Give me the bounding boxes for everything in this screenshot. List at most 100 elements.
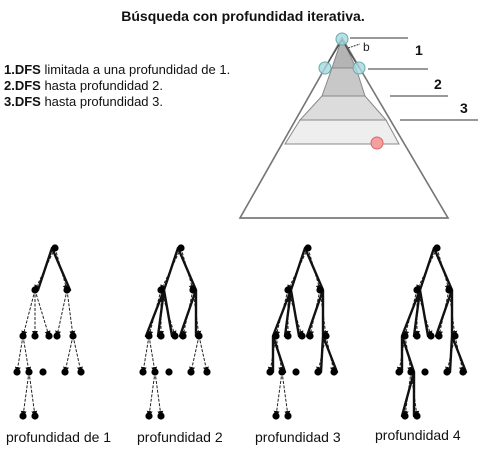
pyramid-band-1 — [331, 36, 357, 69]
tree-node — [39, 368, 47, 376]
tree-node — [395, 368, 403, 376]
traversal-path — [400, 246, 468, 418]
tree-node — [322, 332, 330, 340]
tree-node — [189, 286, 197, 294]
tree-edge — [34, 289, 51, 337]
tree-node — [61, 368, 69, 376]
step-3: 3.DFS hasta profundidad 3. — [4, 94, 163, 109]
tree-node — [45, 332, 53, 340]
steps-list: 1.DFS limitada a una profundidad de 1. 2… — [4, 62, 230, 110]
tree-node — [314, 368, 322, 376]
depth1-node-right — [352, 61, 366, 75]
tree-edge — [273, 371, 283, 417]
tree-node — [413, 412, 421, 420]
tree-node — [266, 368, 274, 376]
tree-node — [145, 332, 153, 340]
tree-node — [284, 286, 292, 294]
tree-node — [157, 412, 165, 420]
tree-edge — [402, 371, 412, 417]
tree-node — [31, 332, 39, 340]
tree-node — [31, 286, 39, 294]
page-title: Búsqueda con profundidad iterativa. — [121, 8, 365, 24]
caption-depth-4: profundidad 4 — [375, 427, 461, 443]
tree-node — [413, 332, 421, 340]
tree-node — [401, 412, 409, 420]
traversal-path — [271, 246, 339, 374]
level-label-3: 3 — [460, 100, 468, 116]
tree-node — [157, 286, 165, 294]
tree-node — [187, 368, 195, 376]
tree-node — [413, 286, 421, 294]
tree-node — [284, 332, 292, 340]
tree-node — [459, 368, 467, 376]
tree-node — [433, 244, 441, 252]
tree-edge — [22, 335, 32, 373]
tree-node — [298, 332, 306, 340]
tree-edge — [281, 371, 291, 417]
tree-edge — [307, 247, 322, 291]
tree-edge — [148, 335, 158, 373]
tree-node — [19, 332, 27, 340]
dfs-tree-2 — [139, 244, 211, 420]
tree-edge — [198, 335, 209, 373]
branching-label: b — [363, 40, 370, 54]
tree-edge — [72, 335, 83, 373]
dfs-tree-1 — [13, 244, 85, 420]
tree-node — [278, 368, 286, 376]
tree-node — [421, 368, 429, 376]
tree-edge — [154, 371, 164, 417]
caption-depth-3: profundidad 3 — [255, 429, 341, 445]
dfs-tree-4 — [395, 244, 468, 420]
tree-node — [25, 368, 33, 376]
caption-depth-2: profundidad 2 — [137, 429, 223, 445]
tree-node — [139, 368, 147, 376]
tree-edge — [66, 289, 76, 337]
tree-node — [69, 332, 77, 340]
tree-node — [165, 368, 173, 376]
tree-edge — [189, 335, 200, 373]
step-1: 1.DFS limitada a una profundidad de 1. — [4, 62, 231, 77]
tree-node — [31, 412, 39, 420]
tree-node — [19, 412, 27, 420]
tree-edge — [14, 335, 24, 373]
tree-node — [53, 332, 61, 340]
tree-node — [179, 332, 187, 340]
tree-edge — [146, 371, 156, 417]
root-node-circle — [335, 32, 349, 46]
tree-edge — [55, 289, 68, 337]
tree-node — [401, 332, 409, 340]
tree-node — [157, 332, 165, 340]
tree-edge — [20, 371, 30, 417]
tree-node — [292, 368, 300, 376]
tree-node — [77, 368, 85, 376]
level-label-2: 2 — [434, 76, 442, 92]
tree-edge — [21, 289, 36, 337]
tree-node — [177, 244, 185, 252]
tree-node — [284, 412, 292, 420]
caption-depth-1: profundidad de 1 — [6, 429, 112, 445]
tree-node — [445, 286, 453, 294]
tree-edge — [63, 335, 74, 373]
tree-node — [451, 332, 459, 340]
goal-node — [370, 136, 384, 150]
tree-node — [427, 332, 435, 340]
tree-node — [195, 332, 203, 340]
level-label-1: 1 — [415, 42, 423, 58]
tree-node — [304, 244, 312, 252]
tree-edge — [180, 247, 195, 291]
dfs-tree-3 — [266, 244, 339, 420]
depth1-node-left — [318, 61, 332, 75]
tree-edge — [54, 247, 69, 291]
tree-node — [145, 412, 153, 420]
tree-node — [316, 286, 324, 294]
tree-node — [435, 332, 443, 340]
tree-node — [407, 368, 415, 376]
tree-node — [13, 368, 21, 376]
tree-node — [151, 368, 159, 376]
tree-node — [203, 368, 211, 376]
tree-node — [330, 368, 338, 376]
tree-node — [63, 286, 71, 294]
tree-node — [51, 244, 59, 252]
tree-node — [272, 332, 280, 340]
